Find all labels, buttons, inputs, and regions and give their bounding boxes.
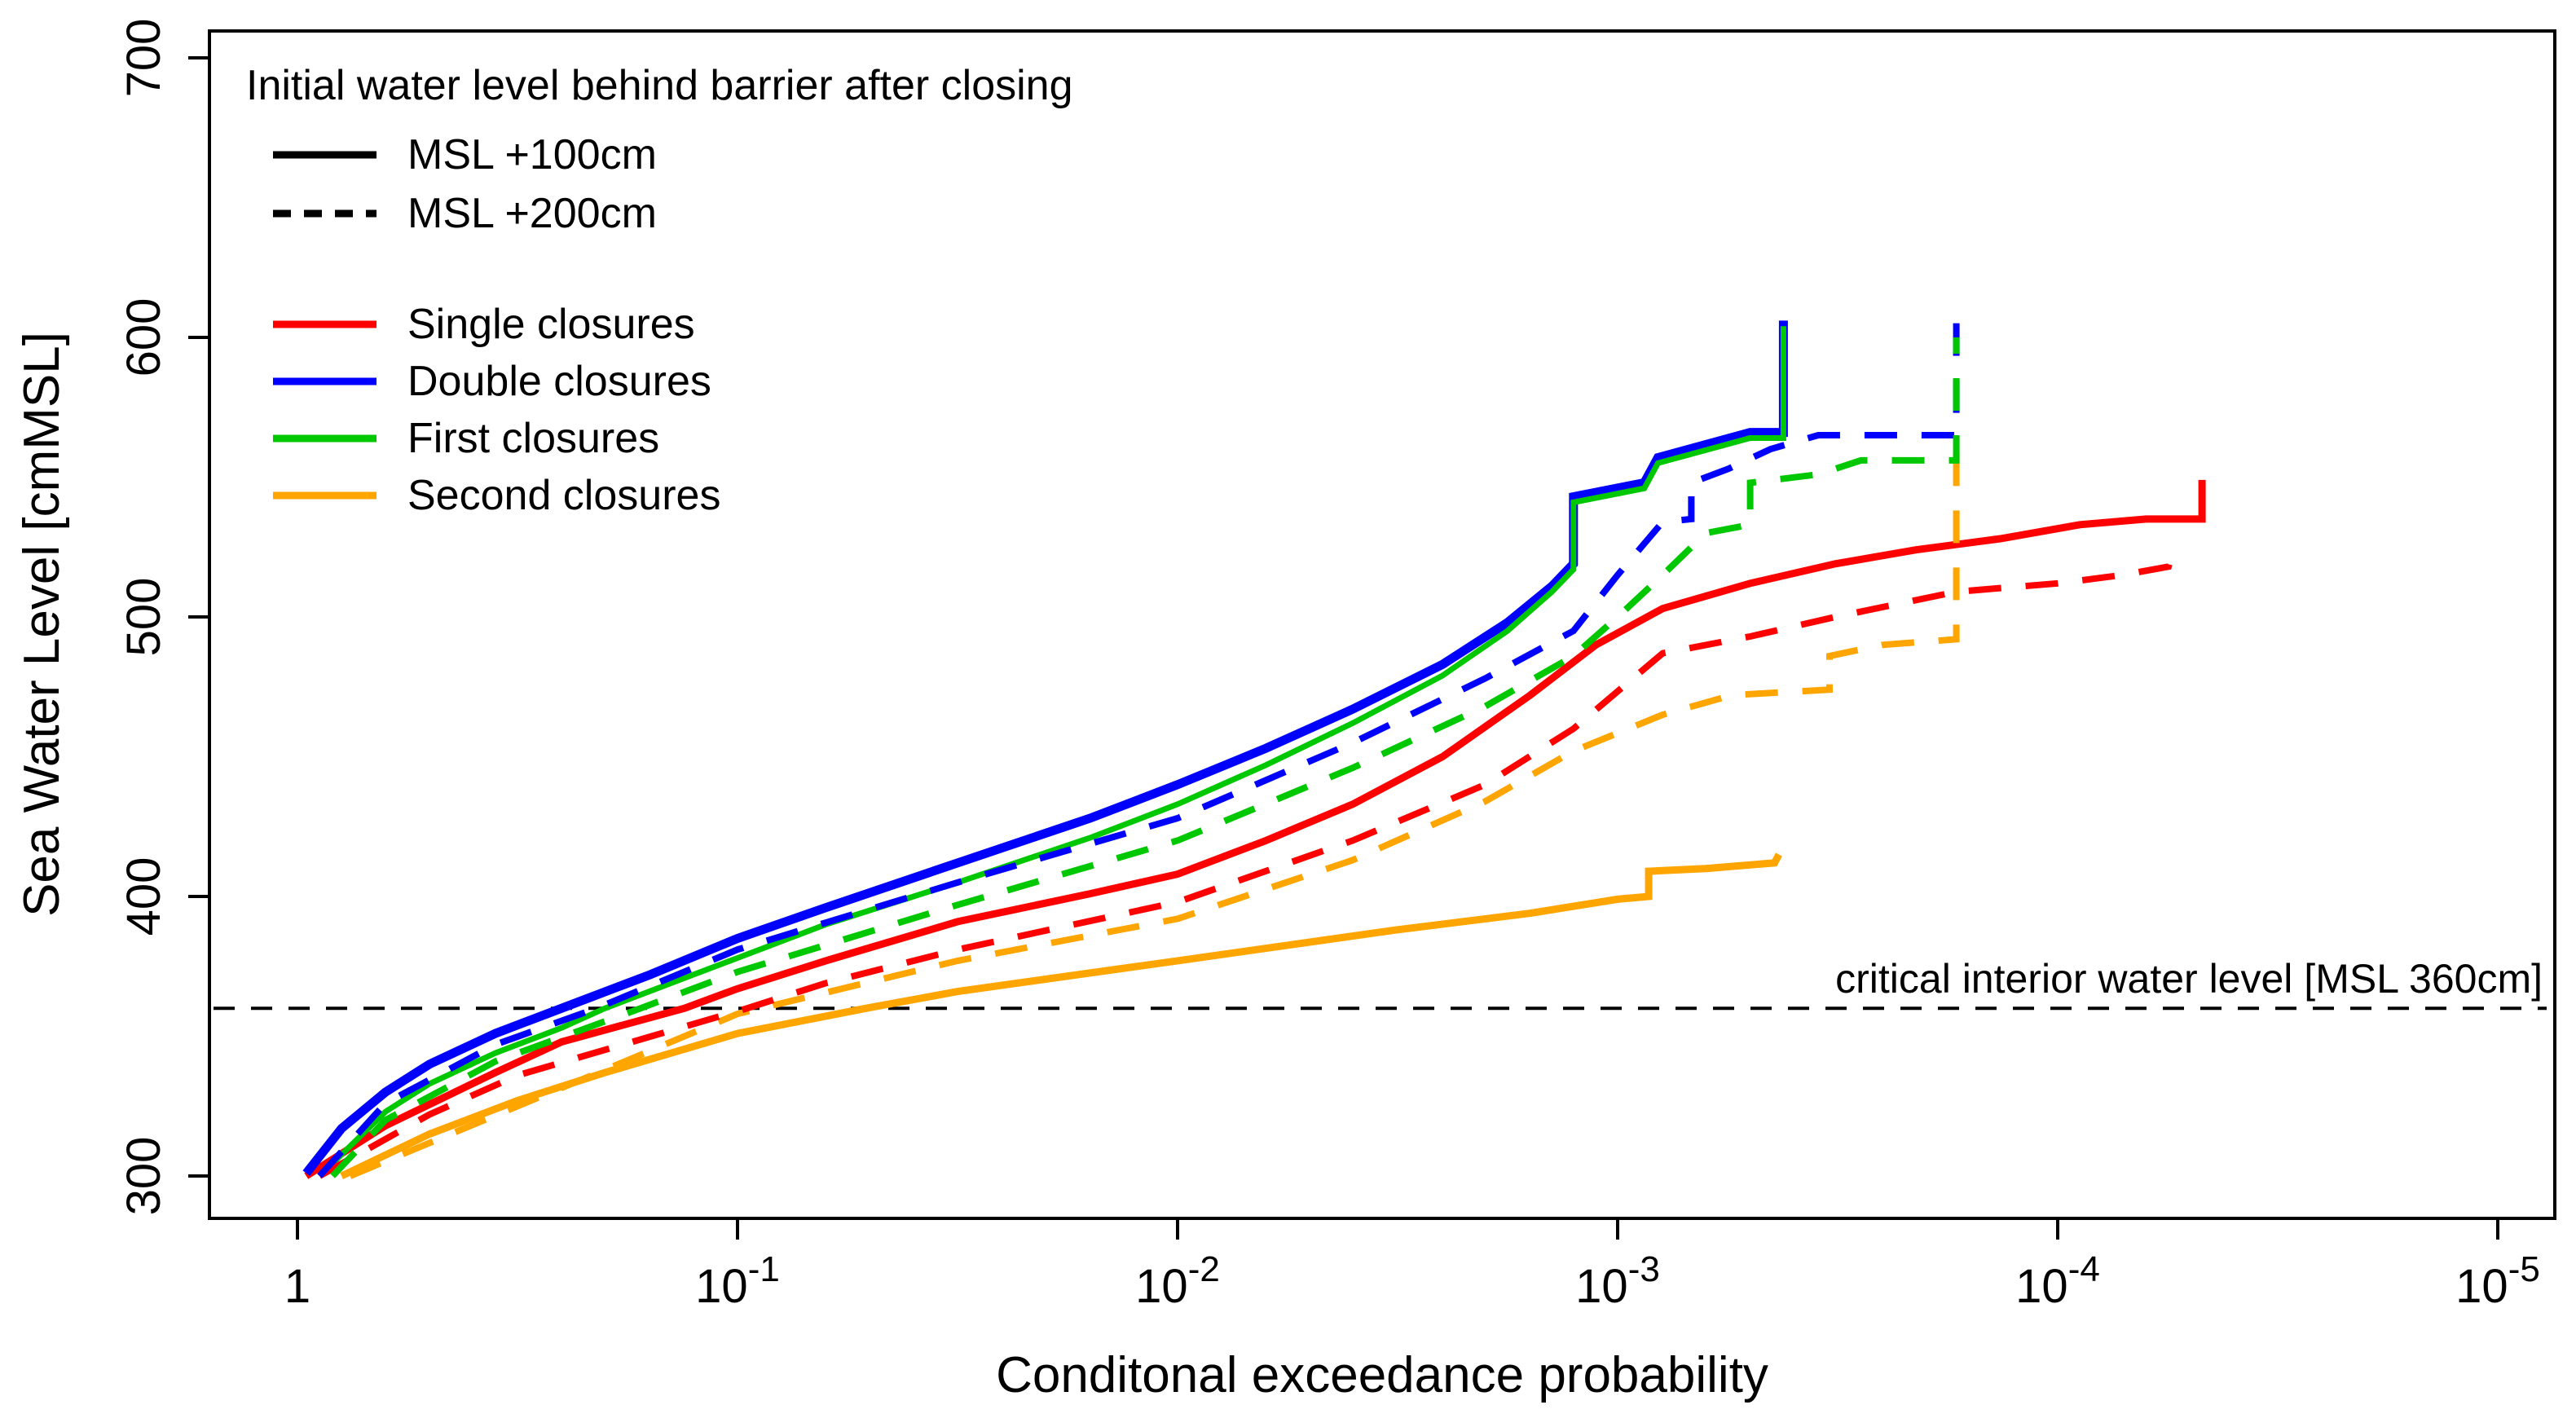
y-tick-label: 600: [117, 298, 170, 377]
x-tick-label: 10-5: [2455, 1249, 2540, 1313]
series-double-closures-msl200: [317, 320, 1960, 1178]
y-axis-title: Sea Water Level [cmMSL]: [14, 332, 70, 917]
legend-label-second: Second closures: [407, 472, 720, 519]
series-first-closures-msl100: [317, 326, 1786, 1178]
series-group: [302, 320, 2206, 1180]
x-tick-label: 10-1: [695, 1249, 780, 1313]
legend-samples-group: [273, 151, 376, 500]
legend-title: Initial water level behind barrier after…: [246, 62, 1073, 109]
y-tick-label: 400: [117, 857, 170, 936]
series-single-closures-msl200: [318, 552, 2176, 1179]
series-second-closures-msl200: [349, 443, 1960, 1179]
y-tick-label: 700: [117, 19, 170, 98]
critical-level-annotation: critical interior water level [MSL 360cm…: [1835, 956, 2543, 1002]
x-tick-label: 1: [284, 1260, 310, 1313]
legend-label-msl100: MSL +100cm: [407, 131, 657, 178]
x-tick-label: 10-4: [2015, 1249, 2100, 1313]
x-tick-label: 10-3: [1575, 1249, 1660, 1313]
legend-label-first: First closures: [407, 415, 659, 462]
y-tick-label: 500: [117, 578, 170, 657]
legend-label-single: Single closures: [407, 301, 695, 348]
x-tick-label: 10-2: [1135, 1249, 1220, 1313]
plot-frame: [208, 29, 2556, 1220]
axis-ticks-group: 1 10-1 10-2 10-3 10-4 10-5 300 400 500 600 700: [117, 19, 2540, 1313]
legend-label-msl200: MSL +200cm: [407, 190, 657, 237]
x-axis-title: Conditonal exceedance probability: [996, 1347, 1768, 1403]
y-tick-label: 300: [117, 1137, 170, 1216]
series-single-closures-msl100: [304, 479, 2206, 1179]
legend-label-double: Double closures: [407, 358, 711, 405]
series-first-closures-msl200: [330, 337, 1960, 1178]
